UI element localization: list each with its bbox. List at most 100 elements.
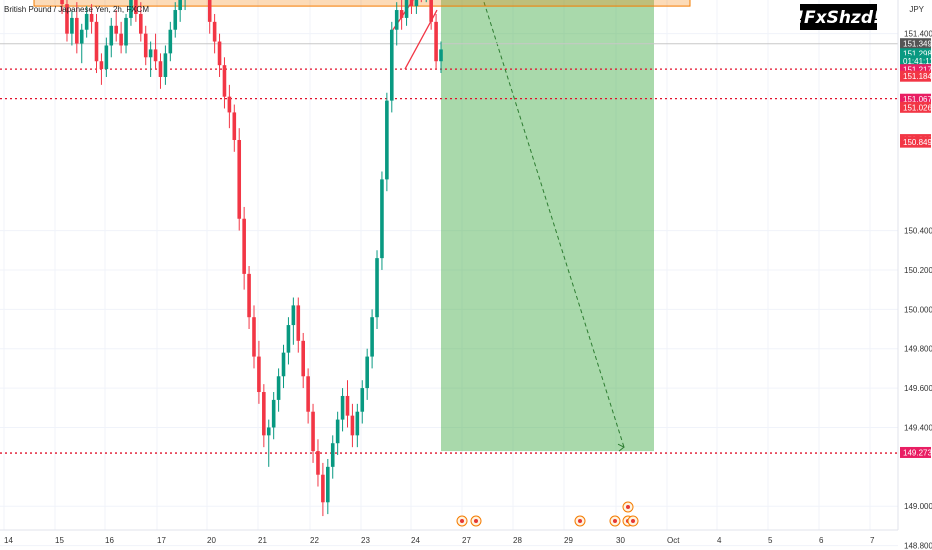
- time-tick-label: 4: [717, 536, 722, 545]
- price-tick-label: 149.800: [904, 345, 932, 354]
- candle-body: [286, 325, 291, 353]
- candle-body: [306, 376, 310, 412]
- candle-body: [355, 411, 360, 436]
- candle-body: [360, 388, 365, 412]
- candle-body: [414, 0, 419, 7]
- candles: [60, 0, 443, 517]
- price-tick-label: 151.400: [904, 30, 932, 39]
- price-tag-label: 149.273: [903, 448, 932, 457]
- event-markers: [456, 501, 639, 527]
- time-axis[interactable]: 14 15 16 17 20 21 22 23 24 27 28 29 30 Oct 4 5 6 7: [0, 529, 898, 545]
- candle-body: [124, 17, 128, 46]
- resistance-zone: [33, 0, 691, 7]
- price-tag: [900, 48, 931, 60]
- price-tick-label: 150.000: [904, 305, 932, 314]
- time-tick-label: 6: [819, 536, 824, 545]
- grid: [0, 0, 898, 547]
- price-tag: [900, 446, 931, 458]
- candle-body: [232, 112, 237, 140]
- time-tick-label: Oct: [667, 536, 680, 545]
- time-tick-label: 16: [105, 536, 114, 545]
- projection-path: [483, 2, 625, 448]
- candle-body: [434, 21, 438, 62]
- price-tag-label: 151.026: [903, 103, 932, 112]
- time-tick-label: 14: [4, 536, 13, 545]
- brand-badge: !!FxShzd!!: [789, 4, 889, 30]
- candle-body: [75, 17, 79, 44]
- candle-body: [330, 443, 335, 467]
- candle-body: [114, 25, 118, 34]
- time-tick-label: 17: [157, 536, 166, 545]
- candle-body: [143, 33, 148, 58]
- candle-body: [429, 0, 433, 22]
- candle-body: [266, 427, 271, 436]
- symbol-title: British Pound / Japanese Yen, 2h, FXCM: [4, 5, 149, 14]
- price-tag-label: 151.298: [903, 50, 932, 59]
- candle-body: [321, 474, 325, 503]
- candle-body: [262, 392, 266, 436]
- candle-body: [207, 0, 212, 22]
- economic-event-dot: [474, 519, 478, 523]
- economic-event-dot: [613, 519, 617, 523]
- price-tag: [900, 70, 931, 82]
- price-tick-label: 150.200: [904, 266, 932, 275]
- price-tick-label: 149.400: [904, 423, 932, 432]
- price-tag: [900, 55, 931, 67]
- candle-body: [409, 0, 414, 7]
- candle-body: [399, 10, 404, 18]
- candle-body: [119, 33, 123, 46]
- candle-body: [316, 451, 320, 475]
- brand-badge-text: !!FxShzd!!: [789, 8, 889, 28]
- time-tick-label: 20: [207, 536, 216, 545]
- price-tag: [900, 93, 931, 105]
- candle-body: [153, 49, 158, 62]
- candle-body: [281, 352, 286, 377]
- candle-body: [94, 21, 99, 62]
- price-tick-label: 148.800: [904, 542, 932, 550]
- candle-body: [237, 139, 242, 219]
- candle-body: [257, 356, 261, 393]
- candle-body: [158, 61, 163, 77]
- candle-body: [291, 305, 296, 326]
- candle-body: [404, 0, 409, 18]
- price-tag-label: 151.184: [903, 72, 932, 81]
- price-tick-label: 149.000: [904, 502, 932, 511]
- candle-body: [109, 25, 114, 46]
- candle-body: [217, 41, 222, 66]
- time-tick-label: 7: [870, 536, 875, 545]
- candle-body: [173, 10, 178, 30]
- position-zones: [441, 0, 654, 452]
- candle-body: [138, 13, 143, 34]
- candle-body: [70, 17, 74, 34]
- candle-body: [242, 218, 246, 274]
- price-axis[interactable]: 152.800152.600152.400152.000151.600151.4…: [897, 0, 932, 550]
- economic-event-dot: [626, 505, 630, 509]
- price-tag: [900, 101, 931, 113]
- time-tick-label: 24: [411, 536, 420, 545]
- candle-body: [99, 61, 104, 70]
- candle-body: [389, 29, 394, 101]
- candle-body: [345, 395, 350, 416]
- candle-body: [227, 96, 232, 113]
- candle-body: [104, 45, 109, 70]
- candle-body: [380, 179, 384, 259]
- candle-body: [271, 399, 276, 428]
- time-tick-label: 21: [258, 536, 267, 545]
- candle-body: [79, 29, 84, 44]
- price-tag: [900, 136, 931, 148]
- price-tag-label: 151.349: [903, 40, 932, 49]
- candle-body: [276, 376, 281, 400]
- price-tag-label: 151.067: [903, 95, 932, 104]
- economic-event-dot: [578, 519, 582, 523]
- horizontal-levels: [0, 0, 898, 454]
- candle-body: [350, 415, 355, 436]
- time-tick-label: 28: [513, 536, 522, 545]
- candle-body: [222, 65, 227, 97]
- price-tag-label: 01:41:11: [903, 57, 932, 66]
- time-tick-label: 23: [361, 536, 370, 545]
- candle-body: [84, 13, 89, 30]
- price-tag: [900, 64, 931, 76]
